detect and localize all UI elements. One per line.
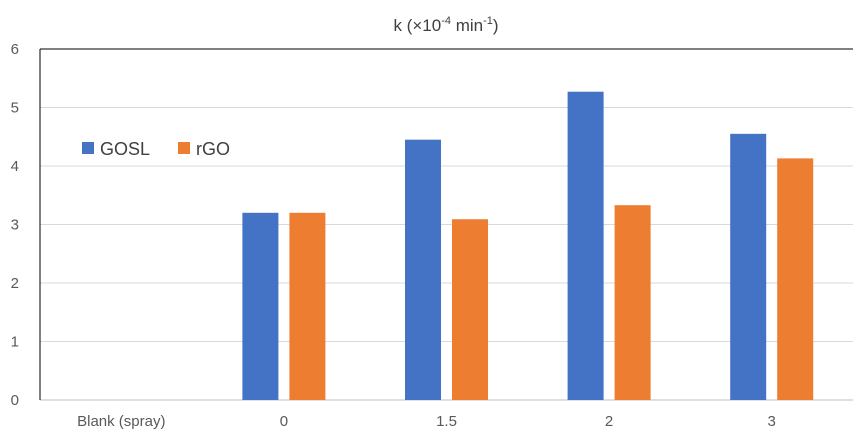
title-superscript-1: -4 — [441, 15, 451, 27]
bar-gosl-2 — [405, 139, 441, 401]
y-tick-label: 0 — [11, 392, 19, 409]
bar-rgo-4 — [777, 158, 814, 400]
legend: GOSL rGO — [82, 139, 230, 159]
legend-label-rgo: rGO — [196, 139, 230, 159]
bar-rgo-2 — [452, 219, 488, 400]
bar-rgo-1 — [289, 212, 326, 400]
legend-swatch-rgo — [178, 142, 190, 154]
x-tick-label: 2 — [605, 413, 613, 430]
legend-swatch-gosl — [82, 142, 94, 154]
bar-gosl-1 — [242, 212, 279, 400]
legend-label-gosl: GOSL — [100, 139, 150, 159]
y-tick-label: 6 — [11, 41, 19, 58]
x-tick-label: 0 — [280, 413, 288, 430]
bars — [242, 91, 814, 401]
y-tick-label: 5 — [11, 100, 19, 117]
x-tick-label: Blank (spray) — [77, 413, 165, 430]
gridlines — [39, 48, 853, 401]
bar-rgo-3 — [614, 205, 651, 400]
x-tick-label: 3 — [768, 413, 776, 430]
x-axis-ticks: Blank (spray) 0 1.5 2 3 — [77, 413, 776, 430]
y-tick-label: 4 — [11, 158, 19, 175]
bar-gosl-3 — [567, 91, 604, 400]
y-tick-label: 1 — [11, 334, 19, 351]
chart-title: k (×10-4 min-1) — [393, 15, 498, 35]
x-tick-label: 1.5 — [436, 413, 457, 430]
y-axis-ticks: 0 1 2 3 4 5 6 — [11, 41, 19, 409]
bar-gosl-4 — [730, 133, 767, 400]
y-tick-label: 3 — [11, 217, 19, 234]
y-tick-label: 2 — [11, 275, 19, 292]
title-superscript-2: -1 — [483, 15, 493, 27]
